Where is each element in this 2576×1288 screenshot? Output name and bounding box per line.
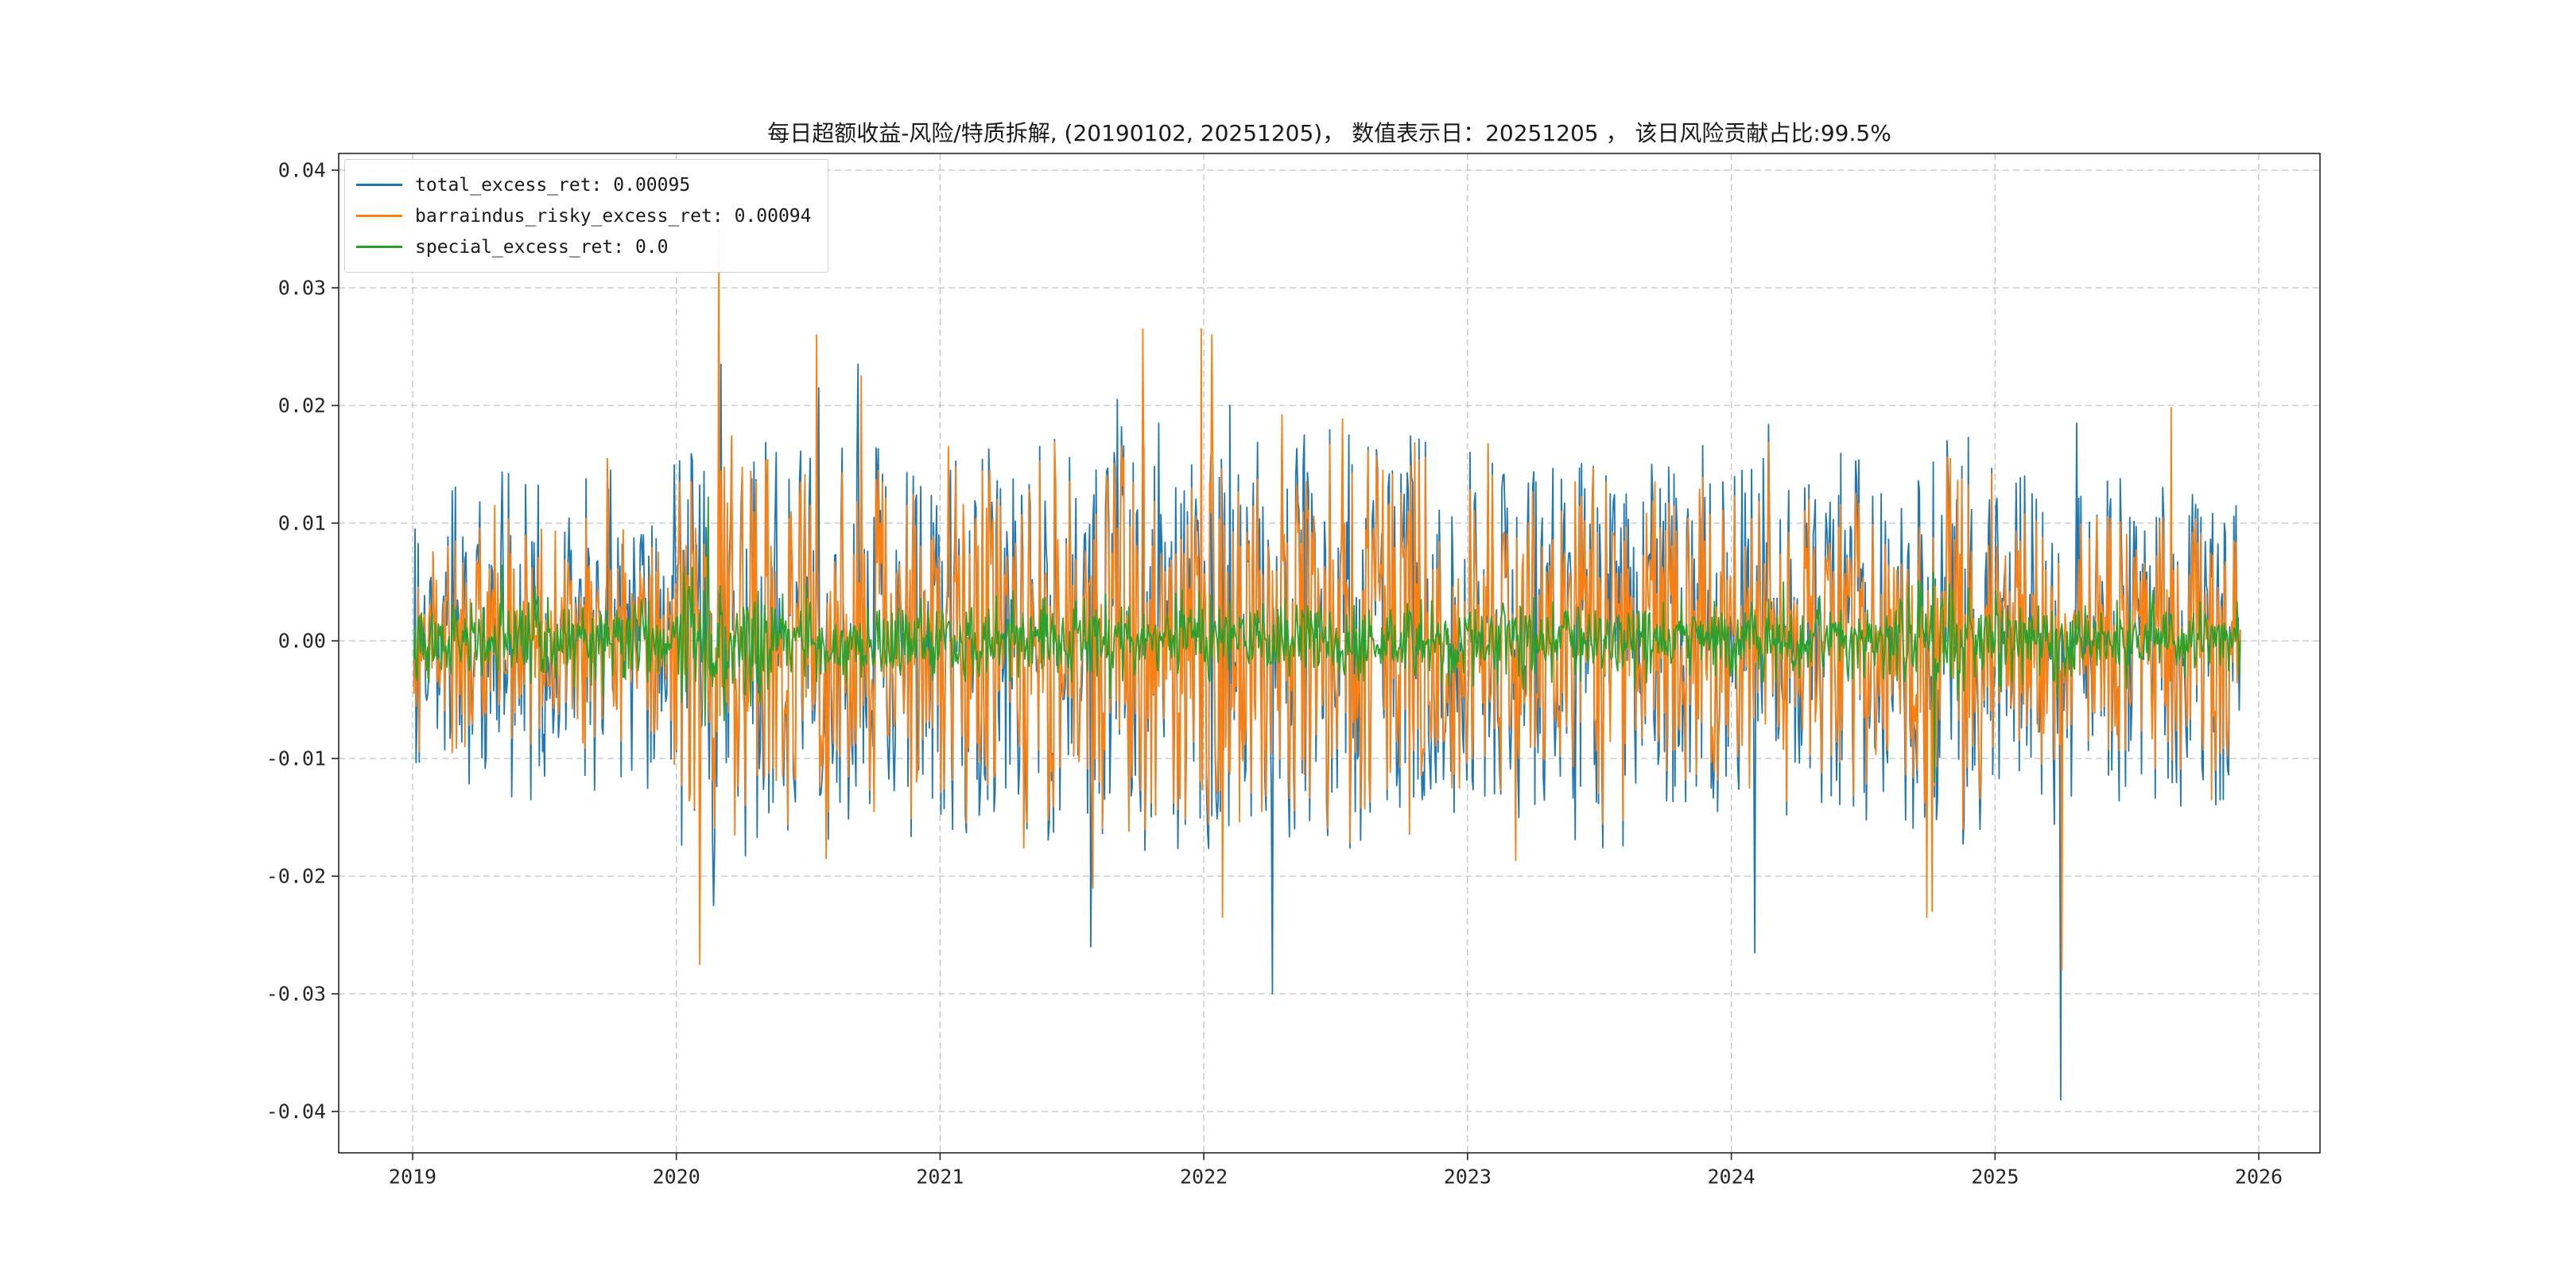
legend-label-risky: barraindus_risky_excess_ret: 0.00094 xyxy=(415,205,812,227)
legend-row-special: special_excess_ret: 0.0 xyxy=(356,231,812,262)
x-tick-label: 2021 xyxy=(916,1166,964,1189)
legend-line-total-icon xyxy=(356,184,402,186)
y-tick-label: -0.01 xyxy=(266,747,326,770)
y-tick-label: 0.02 xyxy=(278,394,326,417)
plot-border xyxy=(338,153,2321,1154)
legend-line-special-icon xyxy=(356,246,402,248)
y-tick-label: 0.03 xyxy=(278,277,326,300)
y-tick-label: 0.00 xyxy=(278,630,326,653)
legend: total_excess_ret: 0.00095 barraindus_ris… xyxy=(344,159,828,273)
y-tick-label: -0.02 xyxy=(266,865,326,888)
y-tick-label: 0.04 xyxy=(278,159,326,182)
chart-title: 每日超额收益-风险/特质拆解, (20190102, 20251205)， 数值… xyxy=(767,120,1891,146)
legend-label-special: special_excess_ret: 0.0 xyxy=(415,236,669,258)
x-tick-label: 2019 xyxy=(389,1166,436,1189)
y-tick-label: -0.03 xyxy=(266,983,326,1006)
x-tick-label: 2022 xyxy=(1180,1166,1228,1189)
y-tick-label: 0.01 xyxy=(278,512,326,535)
x-tick-label: 2026 xyxy=(2235,1166,2283,1189)
y-tick-label: -0.04 xyxy=(266,1100,326,1123)
legend-row-total: total_excess_ret: 0.00095 xyxy=(356,169,812,200)
series-special_excess_ret xyxy=(413,496,2241,783)
legend-line-risky-icon xyxy=(356,215,402,217)
x-tick-label: 2023 xyxy=(1444,1166,1492,1189)
x-tick-label: 2024 xyxy=(1707,1166,1755,1189)
legend-row-risky: barraindus_risky_excess_ret: 0.00094 xyxy=(356,200,812,231)
x-tick-label: 2025 xyxy=(1971,1166,2019,1189)
legend-label-total: total_excess_ret: 0.00095 xyxy=(415,174,691,196)
x-tick-label: 2020 xyxy=(653,1166,700,1189)
